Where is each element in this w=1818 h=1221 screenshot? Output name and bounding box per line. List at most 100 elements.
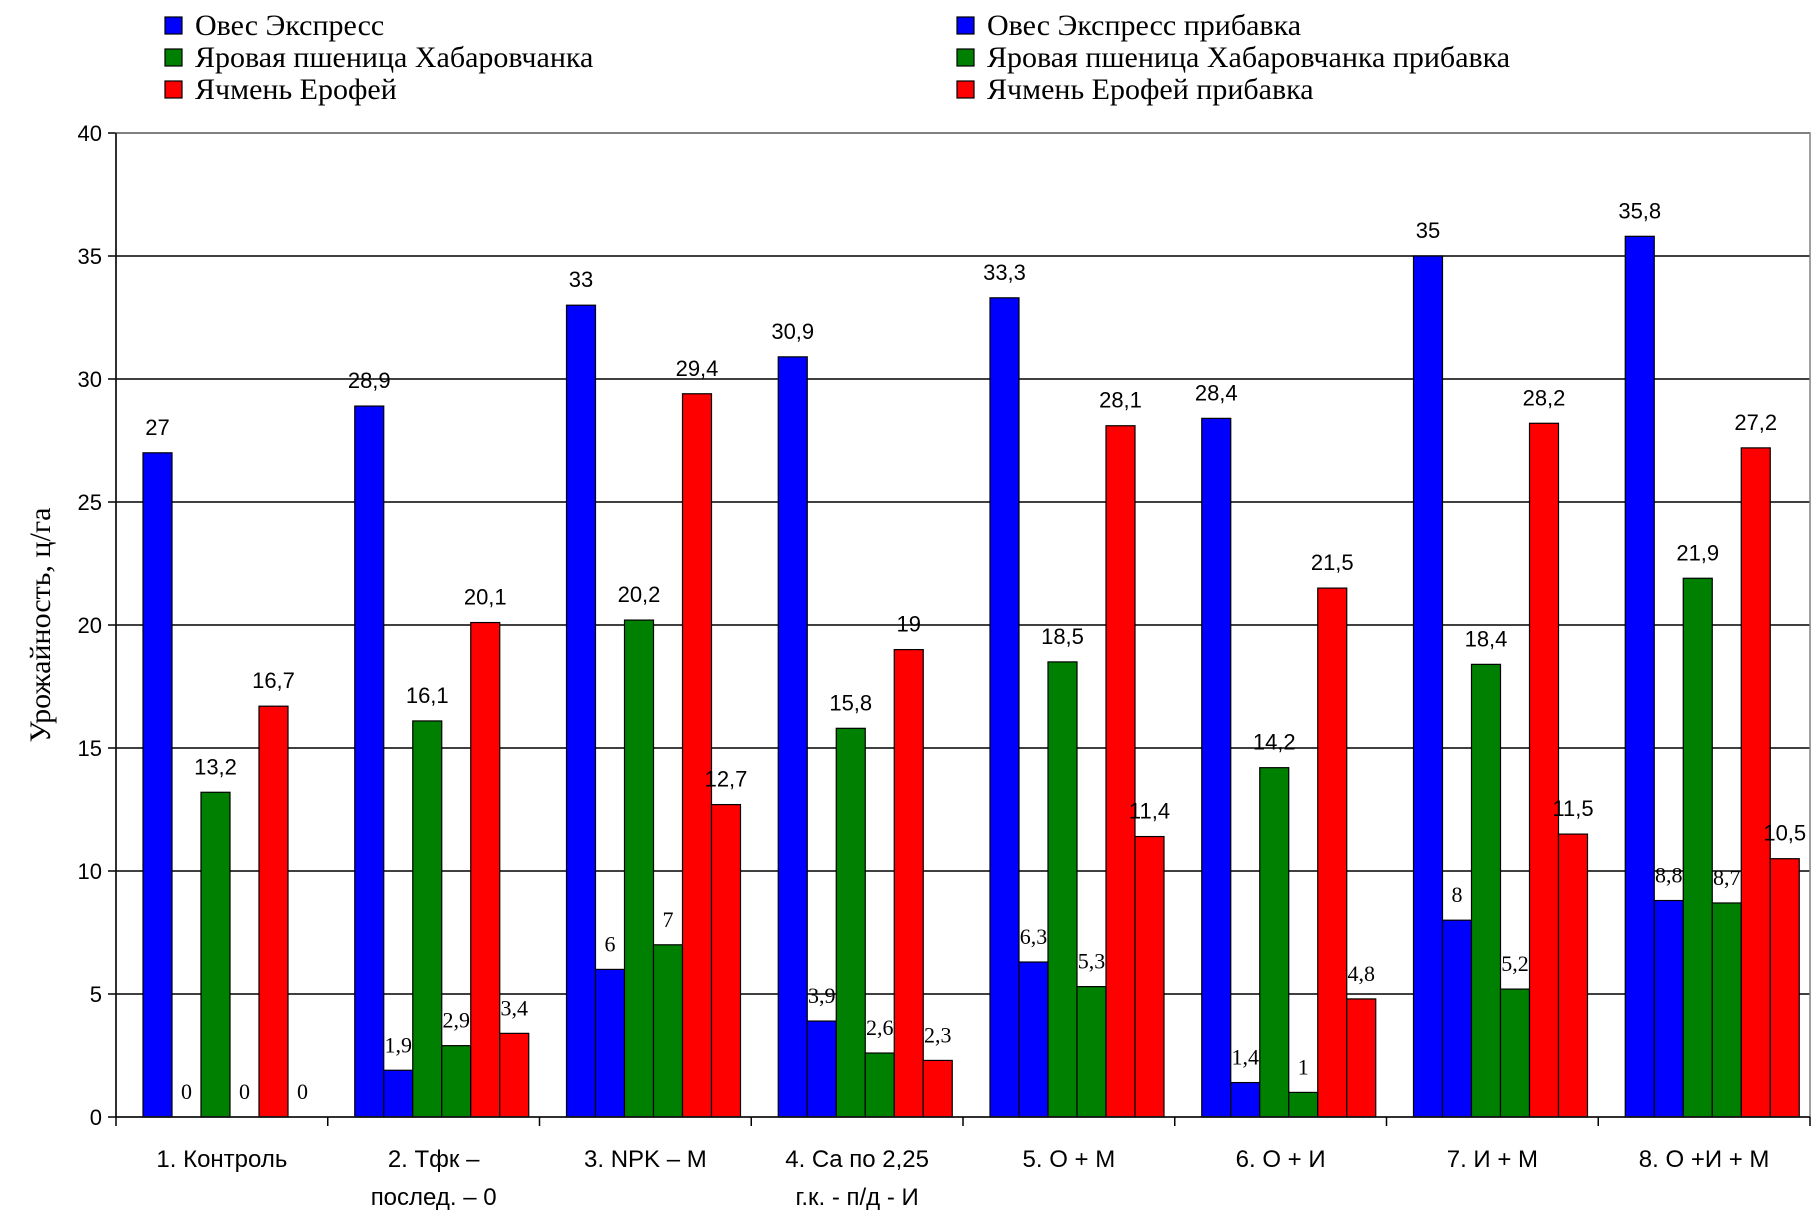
data-label: 0	[181, 1079, 192, 1104]
data-label: 0	[297, 1079, 308, 1104]
bar	[499, 1032, 530, 1118]
bar	[441, 1045, 472, 1118]
legend-label: Яровая пшеница Хабаровчанка	[195, 41, 593, 74]
y-tick-label: 5	[90, 982, 102, 1007]
data-label: 35,8	[1618, 198, 1661, 223]
bar	[258, 705, 289, 1118]
bar	[777, 356, 808, 1118]
legend-label: Овес Экспресс	[195, 9, 384, 42]
gridlines	[116, 132, 1810, 995]
bar	[1557, 833, 1589, 1118]
data-label: 33,3	[983, 260, 1026, 285]
y-tick-label: 35	[78, 244, 102, 269]
legend-label: Овес Экспресс прибавка	[987, 9, 1301, 42]
data-label: 12,7	[705, 767, 748, 792]
bar	[200, 791, 231, 1118]
legend-label: Яровая пшеница Хабаровчанка прибавка	[987, 41, 1510, 74]
data-label: 30,9	[771, 319, 814, 344]
bar	[989, 297, 1020, 1118]
legend-swatch	[164, 16, 183, 35]
data-label: 20,2	[618, 582, 661, 607]
bar	[1769, 858, 1800, 1118]
bar	[652, 944, 684, 1118]
bar	[922, 1059, 953, 1118]
data-label: 13,2	[194, 754, 237, 779]
legend: Овес Экспресс Овес Экспресс прибавкаЯрова…	[164, 9, 1510, 106]
bar	[1259, 767, 1290, 1118]
data-label: 4,8	[1348, 961, 1376, 986]
bar	[354, 405, 385, 1118]
data-label: 35	[1416, 218, 1440, 243]
bars	[142, 235, 1800, 1118]
y-tick-label: 40	[78, 121, 102, 146]
data-label: 28,9	[348, 368, 391, 393]
data-label: 6,3	[1020, 924, 1048, 949]
bar	[1412, 255, 1444, 1118]
y-tick-label: 10	[78, 859, 102, 884]
category-label: 3. NPK – M	[584, 1146, 707, 1173]
bar	[1230, 1081, 1261, 1118]
bar	[1682, 577, 1713, 1118]
bar	[864, 1052, 895, 1118]
data-label: 27,2	[1734, 410, 1777, 435]
bar	[623, 619, 655, 1118]
category-label: 2. Тфк –	[388, 1146, 480, 1173]
y-tick-label: 15	[78, 736, 102, 761]
data-label: 6	[605, 931, 616, 956]
bar	[1528, 422, 1560, 1118]
category-label: 8. О +И + М	[1639, 1146, 1770, 1173]
bar	[1288, 1091, 1319, 1118]
bar	[565, 304, 597, 1118]
axes	[108, 132, 1811, 1126]
data-label: 14,2	[1253, 730, 1296, 755]
category-label: 6. О + И	[1236, 1146, 1326, 1173]
bar	[1201, 417, 1232, 1118]
bar	[1076, 986, 1107, 1118]
data-label: 5,3	[1078, 949, 1106, 974]
bar	[1470, 663, 1502, 1118]
data-label: 33	[569, 267, 593, 292]
category-label: 5. О + М	[1023, 1146, 1116, 1173]
y-tick-labels: 0 5 10 15 20 25 30 35 40	[78, 121, 102, 1130]
bar	[1499, 988, 1531, 1118]
data-label: 1	[1298, 1054, 1309, 1079]
data-label: 2,9	[443, 1008, 471, 1033]
data-label: 18,5	[1041, 624, 1084, 649]
data-label: 0	[239, 1079, 250, 1104]
bar	[1018, 961, 1049, 1118]
bar	[710, 803, 742, 1118]
data-label: 8,8	[1655, 863, 1683, 888]
bar	[893, 648, 924, 1118]
bar	[1653, 899, 1684, 1118]
data-label: 28,2	[1523, 385, 1566, 410]
data-label: 21,9	[1676, 540, 1719, 565]
legend-swatch	[164, 80, 183, 99]
data-label: 3,4	[501, 995, 529, 1020]
legend-label: Ячмень Ерофей	[195, 73, 397, 106]
data-label: 11,4	[1129, 799, 1170, 824]
data-label: 7	[663, 907, 674, 932]
data-labels: 27 0 13,2 0 16,7 0 28,9 1,9 16,1 2,9 20,1 3,4 33 6 20,…	[145, 198, 1806, 1104]
data-label: 18,4	[1465, 626, 1508, 651]
bar	[1047, 661, 1078, 1118]
y-tick-label: 30	[78, 367, 102, 392]
y-tick-label: 0	[90, 1105, 102, 1130]
data-label: 19	[897, 612, 921, 637]
data-label: 16,7	[252, 668, 295, 693]
data-label: 21,5	[1311, 550, 1354, 575]
bar	[594, 968, 626, 1118]
data-label: 29,4	[676, 356, 719, 381]
category-label: послед. – 0	[371, 1184, 497, 1211]
bar	[1105, 425, 1136, 1118]
data-label: 28,4	[1195, 380, 1238, 405]
y-tick-label: 25	[78, 490, 102, 515]
bar	[835, 727, 866, 1118]
legend-swatch	[956, 48, 975, 67]
y-tick-label: 20	[78, 613, 102, 638]
bar	[681, 393, 713, 1118]
y-axis-label: Урожайность, ц/га	[24, 508, 57, 743]
legend-label: Ячмень Ерофей прибавка	[987, 73, 1314, 106]
bar	[806, 1020, 837, 1118]
data-label: 15,8	[829, 690, 872, 715]
